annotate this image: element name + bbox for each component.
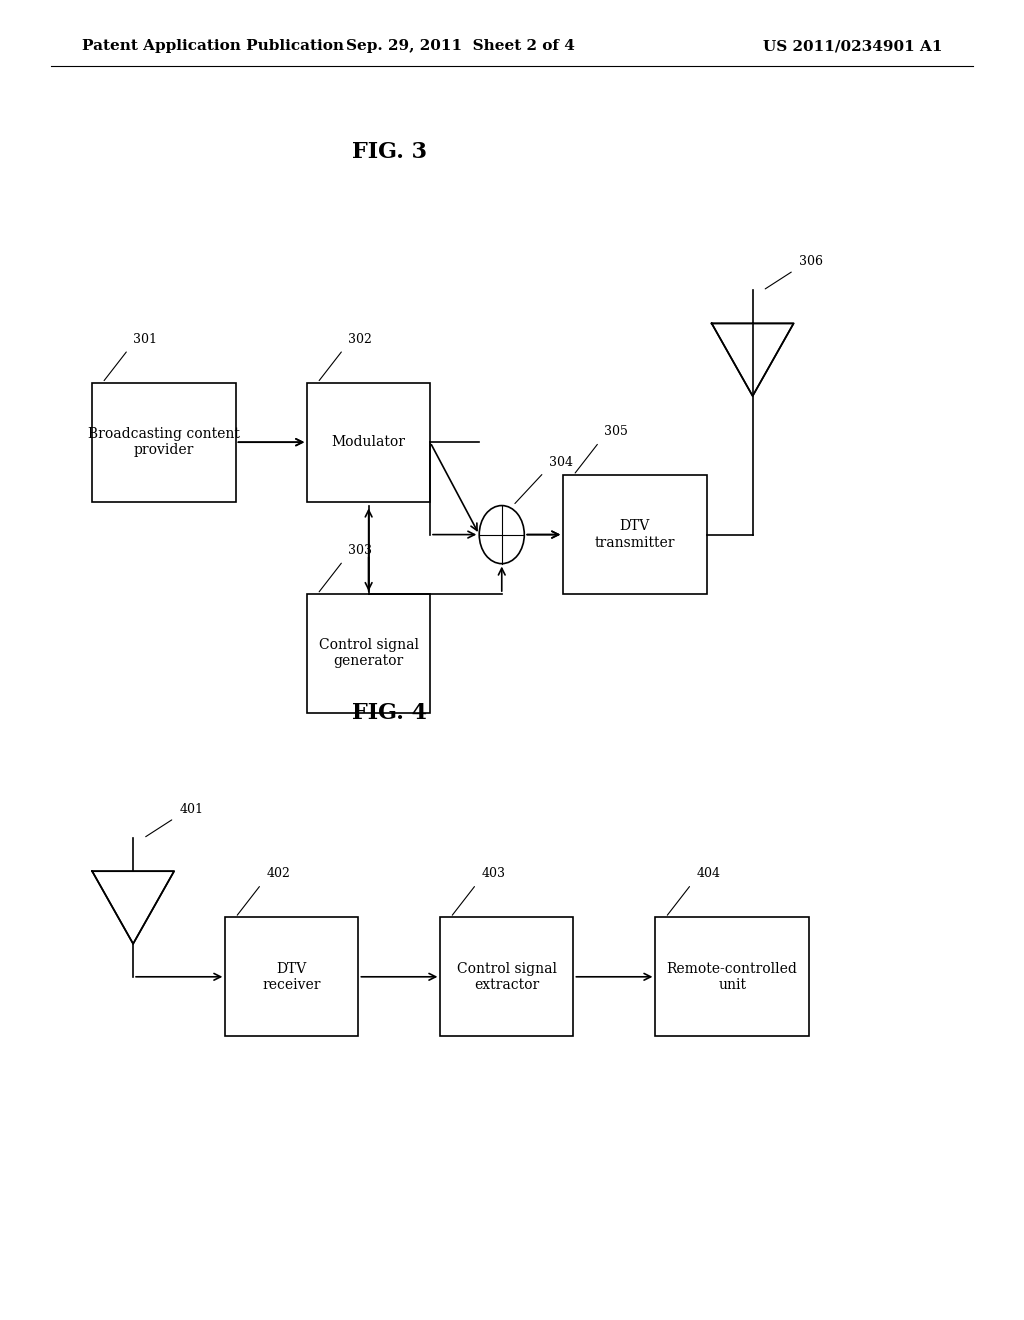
Text: Modulator: Modulator [332, 436, 406, 449]
FancyBboxPatch shape [655, 917, 809, 1036]
Text: FIG. 3: FIG. 3 [351, 141, 427, 162]
Text: 401: 401 [179, 803, 203, 816]
Text: 402: 402 [266, 867, 290, 880]
FancyBboxPatch shape [92, 383, 236, 502]
Text: Patent Application Publication: Patent Application Publication [82, 40, 344, 53]
Polygon shape [92, 871, 174, 944]
Text: Broadcasting content
provider: Broadcasting content provider [88, 428, 240, 457]
Text: 403: 403 [481, 867, 505, 880]
FancyBboxPatch shape [307, 594, 430, 713]
FancyBboxPatch shape [440, 917, 573, 1036]
FancyBboxPatch shape [307, 383, 430, 502]
Text: 302: 302 [348, 333, 372, 346]
Text: US 2011/0234901 A1: US 2011/0234901 A1 [763, 40, 942, 53]
FancyBboxPatch shape [563, 475, 707, 594]
FancyBboxPatch shape [225, 917, 358, 1036]
Text: 304: 304 [549, 455, 572, 469]
Text: 404: 404 [696, 867, 720, 880]
Text: Sep. 29, 2011  Sheet 2 of 4: Sep. 29, 2011 Sheet 2 of 4 [346, 40, 575, 53]
Text: Control signal
extractor: Control signal extractor [457, 962, 557, 991]
Text: 306: 306 [799, 255, 822, 268]
Text: FIG. 4: FIG. 4 [351, 702, 427, 723]
Text: 305: 305 [604, 425, 628, 438]
Text: Control signal
generator: Control signal generator [318, 639, 419, 668]
Text: DTV
transmitter: DTV transmitter [595, 520, 675, 549]
Text: Remote-controlled
unit: Remote-controlled unit [667, 962, 798, 991]
Polygon shape [712, 323, 794, 396]
Text: DTV
receiver: DTV receiver [262, 962, 322, 991]
Text: 303: 303 [348, 544, 372, 557]
Text: 301: 301 [133, 333, 157, 346]
